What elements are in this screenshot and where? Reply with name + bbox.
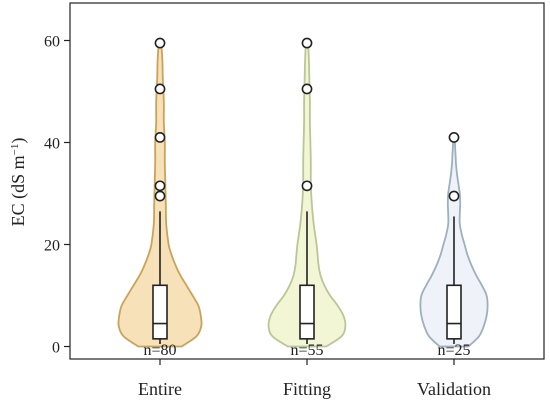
- y-axis-label: EC (dS m−1): [8, 138, 29, 227]
- outlier-point: [301, 37, 313, 49]
- outlier-point: [154, 131, 166, 143]
- violin-group: n=80: [117, 37, 203, 359]
- outlier-point: [154, 83, 166, 95]
- count-label: n=80: [143, 342, 176, 359]
- count-label: n=55: [290, 342, 323, 359]
- violin-group: n=55: [267, 37, 347, 359]
- outlier-point: [448, 131, 460, 143]
- y-tick-label: 20: [44, 238, 60, 255]
- box-iqr: [152, 284, 168, 340]
- outlier-point: [301, 180, 313, 192]
- outlier-point: [448, 190, 460, 202]
- outlier-point: [154, 37, 166, 49]
- y-tick-label: 0: [52, 340, 60, 357]
- y-tick-label: 60: [44, 34, 60, 51]
- y-tick-label: 40: [44, 136, 60, 153]
- x-axis: Entire Fitting Validation: [138, 359, 491, 399]
- x-tick-label: Validation: [417, 379, 491, 399]
- count-label: n=25: [437, 342, 470, 359]
- box-iqr: [446, 284, 462, 340]
- y-axis: 0 20 40 60: [44, 34, 70, 357]
- box-iqr: [299, 284, 315, 340]
- outlier-point: [301, 83, 313, 95]
- x-tick-label: Fitting: [283, 379, 331, 399]
- outlier-point: [154, 190, 166, 202]
- outlier-point: [154, 180, 166, 192]
- violin-group: n=25: [419, 131, 489, 359]
- violins-layer: n=80 n=55 n=25: [117, 37, 489, 359]
- x-tick-label: Entire: [138, 379, 182, 399]
